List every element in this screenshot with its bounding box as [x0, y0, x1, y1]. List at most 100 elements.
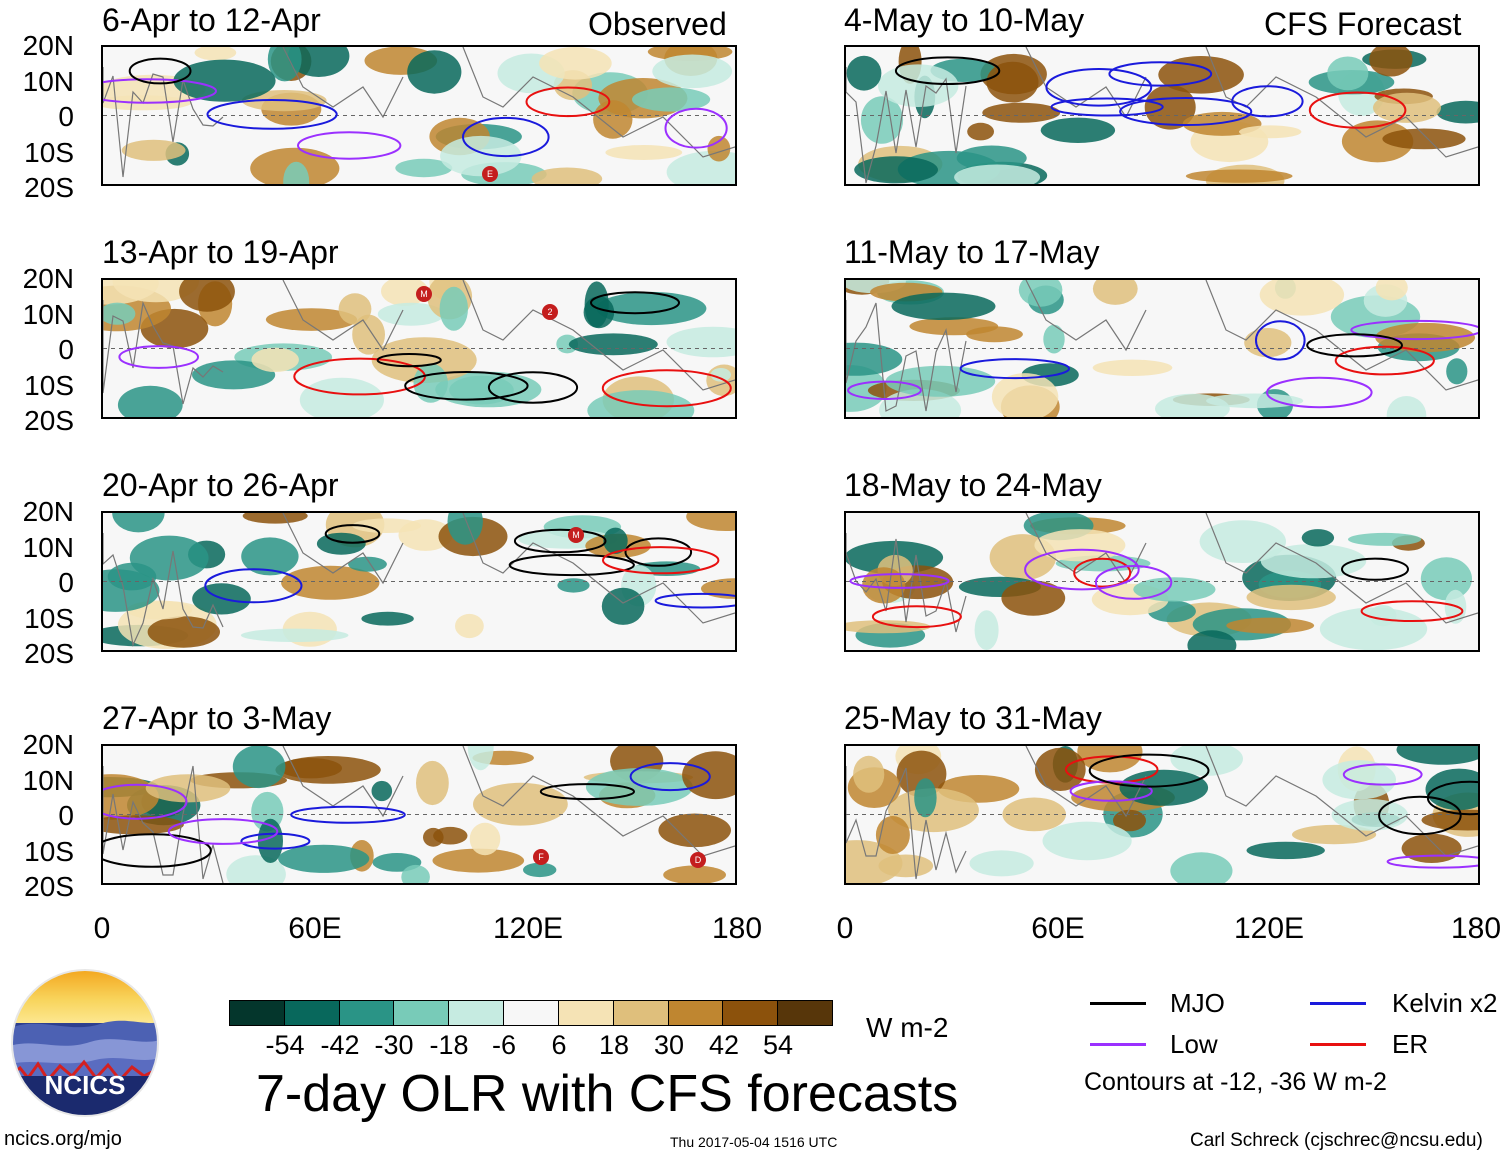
positive-olr-anomaly [658, 813, 731, 848]
y-label-0: 0 [58, 334, 74, 365]
forecast-panel-3-title: 18-May to 24-May [844, 467, 1102, 503]
marker-label: D [694, 855, 702, 865]
olr-map [103, 513, 735, 650]
y-label-10n: 10N [22, 299, 74, 330]
x-label-right-0: 0 [836, 912, 854, 945]
negative-olr-anomaly [969, 850, 1034, 877]
negative-olr-anomaly [267, 47, 302, 82]
negative-olr-anomaly [601, 587, 645, 625]
negative-olr-anomaly [557, 578, 590, 593]
y-label-20s: 20S [24, 405, 74, 436]
positive-olr-anomaly [1401, 833, 1462, 863]
contours-note: Contours at -12, -36 W m-2 [1084, 1068, 1387, 1096]
filter-contour [601, 369, 732, 408]
positive-olr-anomaly [1092, 280, 1138, 305]
positive-olr-anomaly [1034, 529, 1126, 562]
negative-olr-anomaly [1155, 393, 1230, 417]
positive-olr-anomaly [1226, 617, 1315, 634]
positive-olr-anomaly [663, 865, 726, 883]
y-label-20s: 20S [24, 871, 74, 902]
positive-olr-anomaly [1259, 280, 1345, 316]
filter-contour [376, 353, 442, 368]
positive-olr-anomaly [194, 47, 237, 61]
positive-olr-anomaly [967, 122, 994, 141]
filter-contour [1386, 854, 1478, 869]
positive-olr-anomaly [338, 293, 372, 325]
x-label-left-120e: 120E [492, 912, 564, 945]
x-label-right-60e: 60E [1031, 912, 1085, 945]
filter-contour [508, 553, 635, 577]
negative-olr-anomaly [1042, 821, 1132, 861]
positive-olr-anomaly [281, 565, 380, 600]
negative-olr-anomaly [440, 135, 522, 177]
positive-olr-anomaly [242, 513, 308, 524]
negative-olr-anomaly [523, 862, 557, 878]
colorbar-label: -54 [265, 1030, 305, 1060]
negative-olr-anomaly [1446, 358, 1468, 385]
negative-olr-anomaly [587, 390, 695, 417]
colorbar-swatch [778, 1001, 832, 1025]
negative-olr-anomaly [371, 780, 393, 802]
olr-map [846, 47, 1478, 184]
observed-panel-2-marker-2: 2 [542, 304, 558, 320]
positive-olr-anomaly [381, 280, 429, 306]
forecast-panel-1-title: 4-May to 10-May [844, 2, 1085, 38]
main-title: 7-day OLR with CFS forecasts [256, 1065, 959, 1123]
positive-olr-anomaly [909, 317, 999, 336]
negative-olr-anomaly [439, 286, 468, 331]
filter-contour [297, 131, 402, 160]
negative-olr-anomaly [192, 360, 276, 390]
colorbar-label: -30 [374, 1030, 414, 1060]
positive-olr-anomaly [1375, 280, 1408, 301]
y-label-0: 0 [58, 800, 74, 831]
x-label-right-180: 180 [1450, 912, 1502, 945]
positive-olr-anomaly [853, 755, 885, 793]
filter-contour [1334, 345, 1435, 376]
positive-olr-anomaly [455, 613, 484, 639]
legend-label-er: ER [1392, 1029, 1429, 1059]
x-label-left-180: 180 [711, 912, 763, 945]
negative-olr-anomaly [1436, 100, 1478, 124]
positive-olr-anomaly [1092, 359, 1173, 376]
negative-olr-anomaly [1322, 760, 1396, 800]
negative-olr-anomaly [103, 302, 136, 325]
y-label-20s: 20S [24, 638, 74, 669]
olr-map [103, 47, 735, 184]
positive-olr-anomaly [1369, 47, 1413, 77]
observed-map-panel-2 [101, 278, 737, 419]
negative-olr-anomaly [173, 59, 276, 102]
y-label-10s: 10S [24, 603, 74, 634]
marker-label: E [486, 169, 493, 179]
legend-line-er [1310, 1043, 1366, 1046]
legend-label-kelvin: Kelvin x2 [1392, 988, 1498, 1018]
negative-olr-anomaly [846, 342, 903, 376]
colorbar-swatch [558, 1001, 614, 1025]
olr-map [103, 280, 735, 417]
positive-olr-anomaly [352, 314, 385, 355]
negative-olr-anomaly [241, 537, 299, 576]
negative-olr-anomaly [710, 368, 731, 382]
filter-contour [664, 107, 728, 149]
positive-olr-anomaly [279, 758, 342, 779]
filter-contour [206, 99, 338, 130]
negative-olr-anomaly [585, 768, 693, 806]
negative-olr-anomaly [568, 333, 658, 356]
positive-olr-anomaly [1034, 747, 1086, 791]
coastline [846, 746, 1478, 880]
legend-line-mjo [1090, 1002, 1146, 1005]
negative-olr-anomaly [652, 54, 733, 89]
negative-olr-anomaly [1187, 630, 1237, 650]
filter-contour [1108, 61, 1213, 87]
filter-contour [204, 568, 303, 604]
filter-contour [1308, 91, 1407, 129]
observed-panel-3-title: 20-Apr to 26-Apr [102, 467, 339, 503]
positive-olr-anomaly [862, 567, 906, 604]
colorbar-unit: W m-2 [866, 1012, 949, 1043]
filter-contour [629, 762, 711, 792]
filter-contour [1050, 97, 1164, 117]
observed-panel-1-title: 6-Apr to 12-Apr [102, 2, 321, 38]
filter-contour [1045, 68, 1153, 107]
negative-olr-anomaly [377, 302, 445, 326]
positive-olr-anomaly [593, 100, 633, 139]
colorbar-label: -42 [320, 1030, 360, 1060]
